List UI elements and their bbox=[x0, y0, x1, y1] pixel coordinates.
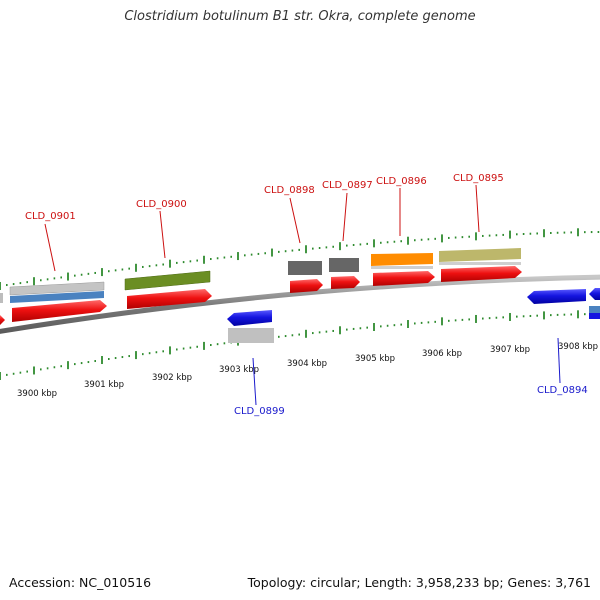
map-title: Clostridium botulinum B1 str. Okra, comp… bbox=[124, 9, 476, 24]
cds-arrow bbox=[373, 271, 435, 286]
gene-label-cld-0894: CLD_0894 bbox=[537, 385, 588, 396]
feature-darkgray bbox=[288, 261, 322, 275]
accession-label: Accession: NC_010516 bbox=[9, 575, 152, 590]
outer-tick-ring bbox=[0, 228, 600, 290]
genome-summary: Topology: circular; Length: 3,958,233 bp… bbox=[247, 575, 591, 590]
cds-arrow bbox=[290, 279, 323, 293]
reverse-features bbox=[227, 288, 600, 343]
gene-label-cld-0896: CLD_0896 bbox=[376, 176, 427, 187]
genome-backbone bbox=[0, 274, 600, 334]
scale-labels: 3900 kbp 3901 kbp 3902 kbp 3903 kbp 3904… bbox=[17, 342, 598, 399]
feature-olive bbox=[124, 270, 211, 291]
gene-label-cld-0901: CLD_0901 bbox=[25, 211, 76, 222]
scale-label: 3907 kbp bbox=[490, 345, 530, 355]
cds-arrow bbox=[441, 266, 522, 282]
cds-arrow bbox=[127, 289, 212, 309]
gene-label-cld-0897: CLD_0897 bbox=[322, 180, 373, 191]
feature-darkgray bbox=[329, 258, 359, 272]
feature-lightgray bbox=[371, 266, 433, 269]
gene-arrow-reverse bbox=[527, 289, 586, 304]
scale-label: 3904 kbp bbox=[287, 359, 327, 369]
gene-label-cld-0895: CLD_0895 bbox=[453, 173, 504, 184]
gene-label-cld-0900: CLD_0900 bbox=[136, 199, 187, 210]
feature-lightgray bbox=[439, 262, 521, 265]
cds-arrow bbox=[12, 300, 107, 322]
gene-label-cld-0898: CLD_0898 bbox=[264, 185, 315, 196]
scale-label: 3901 kbp bbox=[84, 380, 124, 390]
scale-label: 3903 kbp bbox=[219, 365, 259, 375]
feature-steelblue bbox=[589, 306, 600, 314]
cds-arrow bbox=[0, 315, 5, 325]
scale-label: 3906 kbp bbox=[422, 349, 462, 359]
forward-features bbox=[0, 248, 522, 325]
feature-steelblue bbox=[10, 291, 104, 303]
feature-orange bbox=[371, 253, 433, 266]
gene-labels: CLD_0901 CLD_0900 CLD_0899 CLD_0898 CLD_… bbox=[25, 173, 588, 417]
cds-arrow bbox=[331, 276, 360, 289]
scale-label: 3908 kbp bbox=[558, 342, 598, 352]
feature-gray bbox=[0, 293, 3, 303]
gene-label-cld-0899: CLD_0899 bbox=[234, 406, 285, 417]
scale-label: 3905 kbp bbox=[355, 354, 395, 364]
label-leaders bbox=[44, 184, 561, 406]
gene-arrow-reverse bbox=[227, 310, 272, 326]
feature-gray bbox=[9, 281, 105, 296]
feature-lightgray bbox=[228, 328, 274, 343]
feature-blue bbox=[589, 313, 600, 319]
scale-label: 3902 kbp bbox=[152, 373, 192, 383]
feature-khaki bbox=[439, 248, 521, 262]
scale-label: 3900 kbp bbox=[17, 389, 57, 399]
gene-arrow-reverse bbox=[589, 288, 600, 300]
